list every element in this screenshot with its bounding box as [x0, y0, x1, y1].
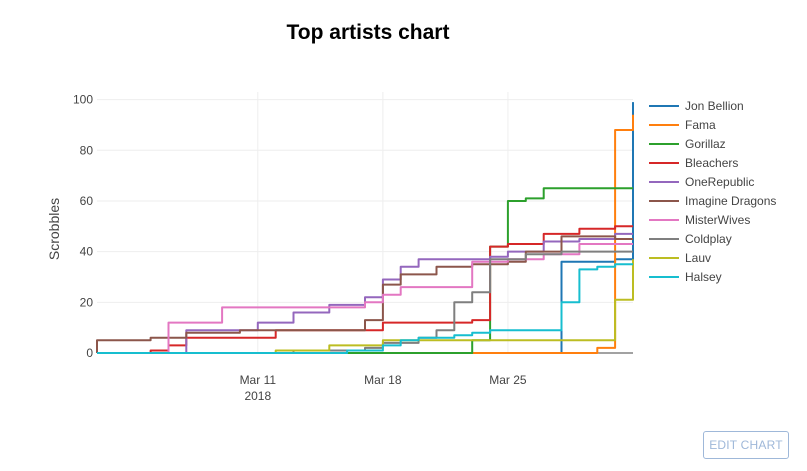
legend-item[interactable]: Coldplay: [649, 232, 732, 246]
legend-label: OneRepublic: [685, 175, 754, 189]
legend-label: Jon Bellion: [685, 99, 744, 113]
series-line-9: [97, 259, 634, 354]
legend-label: Bleachers: [685, 156, 738, 170]
legend-item[interactable]: Gorillaz: [649, 137, 726, 151]
series-lines: [96, 102, 634, 354]
legend-label: Halsey: [685, 270, 722, 284]
legend-label: Fama: [685, 118, 716, 132]
y-tick-label: 0: [86, 346, 93, 360]
series-line-7: [97, 243, 633, 354]
legend-label: MisterWives: [685, 213, 750, 227]
legend-item[interactable]: Imagine Dragons: [649, 194, 776, 208]
legend-label: Lauv: [685, 251, 711, 265]
x-tick-label: Mar 18: [364, 373, 402, 387]
legend[interactable]: Jon Bellion Fama Gorillaz Bleachers OneRepub…: [649, 99, 776, 284]
legend-item[interactable]: OneRepublic: [649, 175, 754, 189]
y-tick-label: 60: [80, 194, 94, 208]
legend-label: Coldplay: [685, 232, 732, 246]
y-tick-label: 100: [73, 93, 93, 107]
y-tick-label: 40: [80, 245, 94, 259]
series-line-6: [96, 235, 633, 353]
chart-title: Top artists chart: [287, 21, 450, 44]
legend-item[interactable]: Halsey: [649, 270, 722, 284]
series-line-5: [97, 232, 633, 354]
legend-item[interactable]: MisterWives: [649, 213, 750, 227]
series-line-4: [97, 225, 633, 354]
edit-chart-button[interactable]: EDIT CHART: [703, 431, 789, 459]
legend-item[interactable]: Lauv: [649, 251, 711, 265]
x-tick-sublabel: 2018: [244, 389, 271, 403]
axes: 0 20 40 60 80 100 Mar 11 2018 Mar 18 Mar 25: [73, 93, 633, 403]
series-line-10: [97, 263, 633, 354]
legend-item[interactable]: Jon Bellion: [649, 99, 744, 113]
y-axis-title: Scrobbles: [46, 198, 62, 260]
y-tick-label: 80: [80, 143, 94, 157]
legend-label: Gorillaz: [685, 137, 726, 151]
legend-item[interactable]: Bleachers: [649, 156, 738, 170]
y-tick-label: 20: [80, 295, 94, 309]
legend-item[interactable]: Fama: [649, 118, 716, 132]
x-tick-label: Mar 11: [240, 373, 277, 387]
legend-label: Imagine Dragons: [685, 194, 776, 208]
x-tick-label: Mar 25: [489, 373, 527, 387]
series-line-1: [97, 102, 634, 354]
grid-lines: [97, 92, 633, 354]
